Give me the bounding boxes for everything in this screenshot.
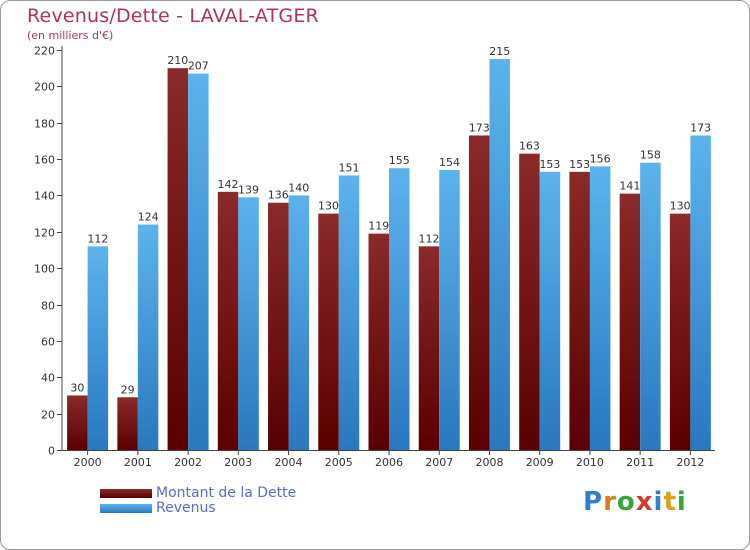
chart-subtitle: (en milliers d'€) [27, 29, 114, 42]
bar-debt-2006 [368, 233, 389, 450]
data-label-debt-2012: 130 [670, 200, 691, 213]
data-label-debt-2010: 153 [569, 158, 590, 171]
data-label-revenue-2009: 153 [539, 158, 560, 171]
legend-label-debt: Montant de la Dette [156, 485, 297, 501]
legend-swatch-debt [100, 489, 152, 498]
x-tick-label-2012: 2012 [676, 456, 704, 469]
bar-debt-2003 [217, 191, 239, 450]
data-label-debt-2004: 136 [268, 189, 289, 202]
bar-revenue-2009 [539, 171, 561, 450]
bar-debt-2008 [468, 135, 490, 451]
x-tick-label-2005: 2005 [325, 456, 353, 469]
data-label-debt-2003: 142 [218, 178, 239, 191]
bar-debt-2005 [318, 213, 339, 450]
x-tick-label-2003: 2003 [224, 456, 252, 469]
bar-revenue-2006 [389, 168, 410, 450]
y-tick-label: 100 [34, 263, 55, 276]
bar-revenue-2003 [238, 197, 259, 450]
data-label-revenue-2000: 112 [87, 232, 108, 245]
axes-layer: 0 20 40 60 80 100 120 140 160 180 200 220 2000 2001 20… [34, 45, 715, 469]
x-tick-label-2000: 2000 [74, 456, 102, 469]
bar-debt-2010 [569, 171, 590, 450]
bar-revenue-2007 [439, 170, 460, 450]
x-tick-label-2004: 2004 [275, 456, 303, 469]
y-tick-label: 80 [41, 300, 55, 313]
bar-debt-2001 [117, 397, 138, 450]
legend-item-revenue: Revenus [100, 501, 296, 516]
data-label-revenue-2001: 124 [138, 211, 159, 224]
data-label-revenue-2008: 215 [489, 45, 510, 58]
bar-revenue-2004 [288, 195, 310, 450]
bar-revenue-2008 [489, 59, 510, 450]
legend: Montant de la Dette Revenus [100, 486, 296, 516]
data-label-revenue-2006: 155 [389, 154, 410, 167]
bars-layer [67, 59, 711, 451]
x-tick-label-2001: 2001 [124, 456, 152, 469]
bar-debt-2002 [167, 68, 189, 450]
y-tick-label: 200 [34, 81, 55, 94]
legend-swatch-revenue [100, 504, 152, 513]
data-label-debt-2001: 29 [121, 383, 135, 396]
y-tick-label: 140 [34, 190, 55, 203]
data-label-revenue-2002: 207 [188, 60, 209, 73]
bar-revenue-2001 [137, 224, 159, 450]
bar-debt-2011 [619, 193, 641, 451]
x-tick-label-2006: 2006 [375, 456, 403, 469]
data-label-revenue-2012: 173 [690, 121, 711, 134]
data-label-revenue-2011: 158 [640, 149, 661, 162]
y-tick-label: 180 [34, 118, 55, 131]
x-tick-label-2010: 2010 [576, 456, 604, 469]
y-tick-label: 220 [34, 45, 55, 58]
x-tick-label-2008: 2008 [475, 456, 503, 469]
bar-revenue-2002 [188, 73, 209, 451]
y-tick-label: 120 [34, 227, 55, 240]
y-tick-label: 20 [41, 409, 55, 422]
y-tick-label: 40 [41, 372, 55, 385]
chart-title: Revenus/Dette - LAVAL-ATGER [27, 5, 319, 27]
bar-revenue-2005 [338, 175, 360, 451]
x-tick-label-2007: 2007 [425, 456, 453, 469]
data-label-revenue-2007: 154 [439, 156, 460, 169]
bar-revenue-2012 [690, 135, 711, 451]
data-label-debt-2008: 173 [469, 121, 490, 134]
bar-revenue-2010 [589, 166, 611, 450]
data-label-debt-2006: 119 [368, 220, 389, 233]
y-tick-label: 160 [34, 154, 55, 167]
bar-revenue-2011 [640, 162, 661, 450]
data-label-revenue-2004: 140 [288, 181, 309, 194]
data-label-debt-2007: 112 [418, 232, 439, 245]
data-label-revenue-2010: 156 [590, 152, 611, 165]
legend-item-debt: Montant de la Dette [100, 486, 296, 501]
data-label-revenue-2005: 151 [339, 161, 360, 174]
bar-debt-2000 [67, 395, 88, 450]
bar-debt-2007 [418, 246, 440, 450]
data-label-debt-2002: 210 [167, 54, 188, 67]
proxiti-logo: Proxiti [583, 487, 687, 517]
data-label-revenue-2003: 139 [238, 183, 259, 196]
x-tick-label-2009: 2009 [526, 456, 554, 469]
bar-debt-2004 [268, 202, 289, 450]
data-label-debt-2011: 141 [619, 180, 640, 193]
bar-debt-2009 [519, 153, 540, 451]
data-label-debt-2000: 30 [70, 381, 84, 394]
legend-label-revenue: Revenus [156, 500, 216, 516]
data-label-debt-2005: 130 [318, 200, 339, 213]
y-tick-label: 0 [48, 445, 55, 458]
bar-revenue-2000 [87, 246, 109, 450]
data-label-debt-2009: 163 [519, 140, 540, 153]
y-tick-label: 60 [41, 336, 55, 349]
x-tick-label-2002: 2002 [174, 456, 202, 469]
x-tick-label-2011: 2011 [626, 456, 654, 469]
bar-debt-2012 [669, 213, 691, 450]
